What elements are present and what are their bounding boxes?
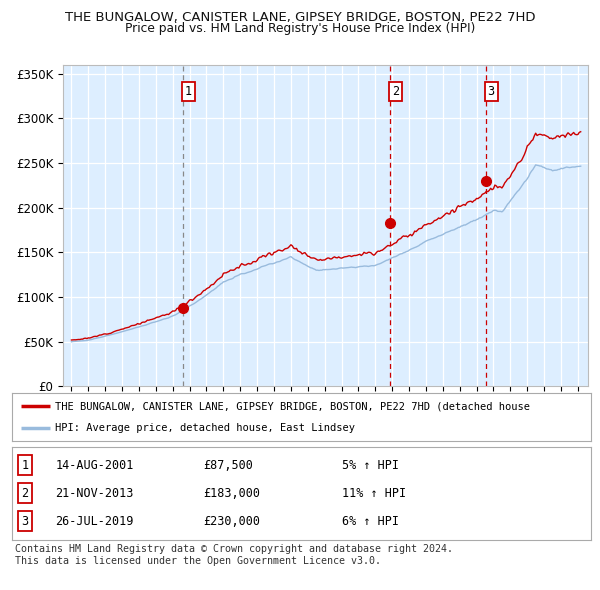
Text: 3: 3 <box>488 85 494 98</box>
Text: £183,000: £183,000 <box>203 487 260 500</box>
Text: 14-AUG-2001: 14-AUG-2001 <box>55 459 134 472</box>
Text: 2: 2 <box>21 487 28 500</box>
Text: 26-JUL-2019: 26-JUL-2019 <box>55 514 134 527</box>
Text: 2: 2 <box>392 85 399 98</box>
Text: £230,000: £230,000 <box>203 514 260 527</box>
Text: 11% ↑ HPI: 11% ↑ HPI <box>342 487 406 500</box>
Text: Contains HM Land Registry data © Crown copyright and database right 2024.
This d: Contains HM Land Registry data © Crown c… <box>15 544 453 566</box>
Text: 1: 1 <box>185 85 192 98</box>
Text: Price paid vs. HM Land Registry's House Price Index (HPI): Price paid vs. HM Land Registry's House … <box>125 22 475 35</box>
Text: 21-NOV-2013: 21-NOV-2013 <box>55 487 134 500</box>
Text: 1: 1 <box>21 459 28 472</box>
Text: 5% ↑ HPI: 5% ↑ HPI <box>342 459 399 472</box>
Text: HPI: Average price, detached house, East Lindsey: HPI: Average price, detached house, East… <box>55 423 355 433</box>
Text: £87,500: £87,500 <box>203 459 253 472</box>
Text: THE BUNGALOW, CANISTER LANE, GIPSEY BRIDGE, BOSTON, PE22 7HD: THE BUNGALOW, CANISTER LANE, GIPSEY BRID… <box>65 11 535 24</box>
Text: 3: 3 <box>21 514 28 527</box>
Text: THE BUNGALOW, CANISTER LANE, GIPSEY BRIDGE, BOSTON, PE22 7HD (detached house: THE BUNGALOW, CANISTER LANE, GIPSEY BRID… <box>55 401 530 411</box>
Text: 6% ↑ HPI: 6% ↑ HPI <box>342 514 399 527</box>
